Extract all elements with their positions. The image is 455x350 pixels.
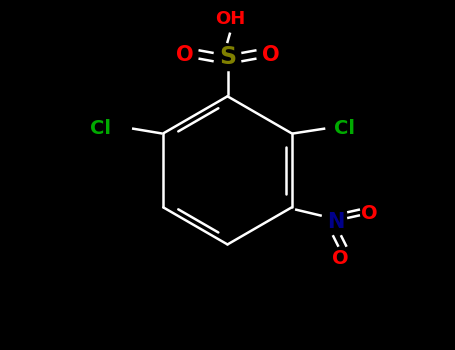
Text: O: O <box>361 204 378 223</box>
Text: O: O <box>176 45 193 65</box>
Text: Cl: Cl <box>334 119 355 138</box>
Text: S: S <box>219 45 236 69</box>
Text: N: N <box>327 212 344 232</box>
Text: O: O <box>262 45 279 65</box>
Text: O: O <box>332 249 349 268</box>
Text: OH: OH <box>215 10 245 28</box>
Text: Cl: Cl <box>91 119 111 138</box>
